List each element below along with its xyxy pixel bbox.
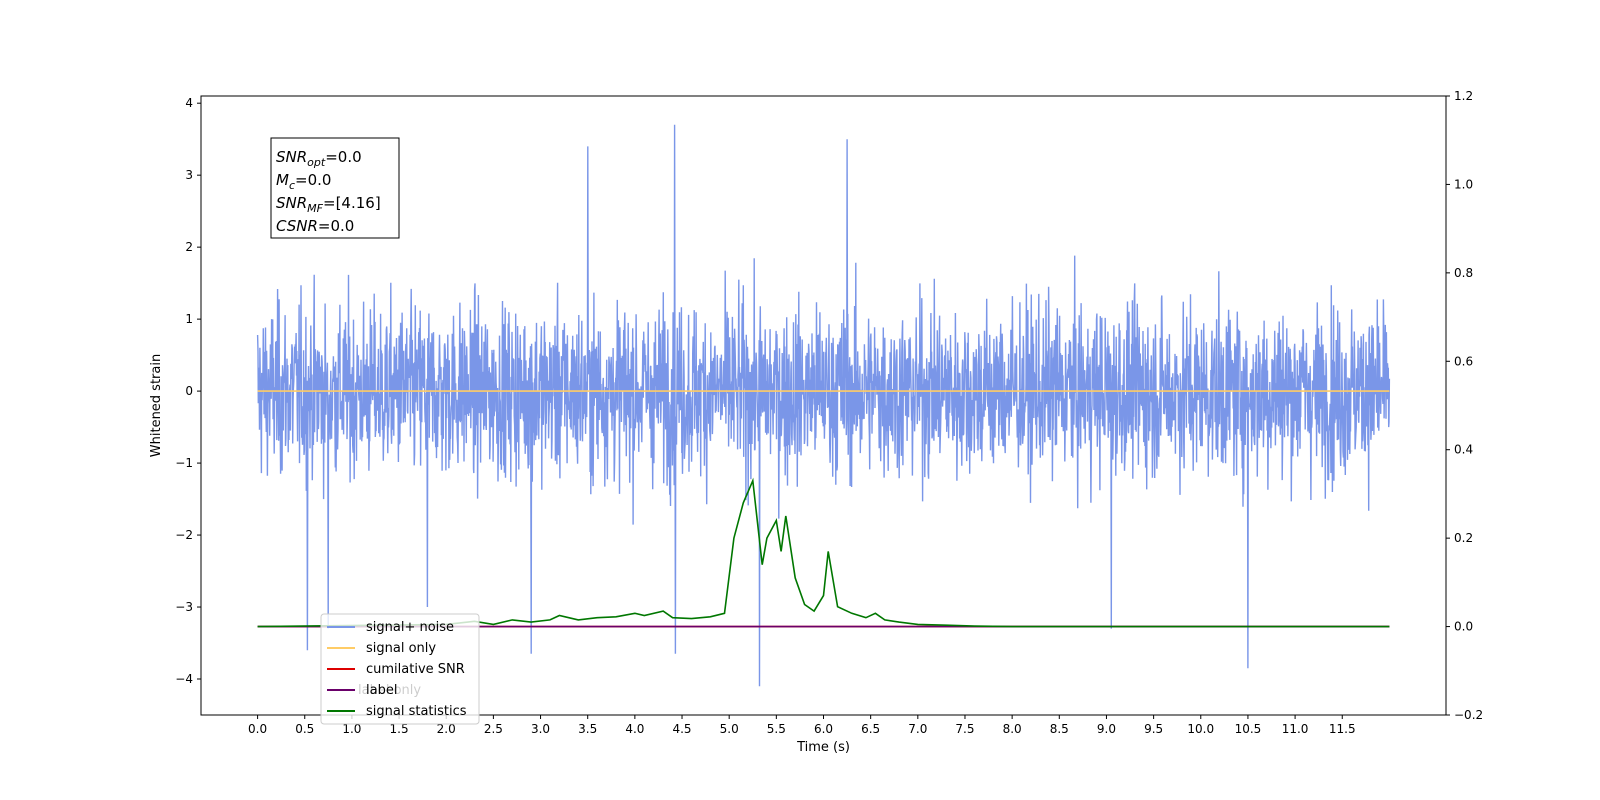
legend-entry: signal+ noise [366, 620, 454, 635]
x-tick-label: 0.0 [248, 722, 267, 736]
x-tick-label: 11.0 [1282, 722, 1309, 736]
x-tick-label: 2.5 [484, 722, 503, 736]
x-tick-label: 10.5 [1235, 722, 1262, 736]
y2-tick-label: 0.4 [1454, 443, 1473, 457]
y2-tick-label: −0.2 [1454, 708, 1483, 722]
x-tick-label: 2.0 [437, 722, 456, 736]
y-tick-label: −1 [175, 456, 193, 470]
annotation-line: Mc=0.0 [276, 171, 331, 192]
y-tick-label: 4 [185, 96, 193, 110]
y-tick-label: −3 [175, 600, 193, 614]
y-tick-label: 3 [185, 168, 193, 182]
legend-entry: cumilative SNR [366, 662, 465, 677]
y2-tick-label: 0.2 [1454, 531, 1473, 545]
x-tick-label: 0.5 [295, 722, 314, 736]
y-axis-ticks: 4 3 2 1 0 −1 −2 −3 −4 [175, 96, 201, 686]
x-tick-label: 6.5 [861, 722, 880, 736]
x-tick-label: 9.0 [1097, 722, 1116, 736]
legend-entry: label [366, 683, 397, 698]
legend-entry: signal only [366, 641, 436, 656]
y2-tick-label: 0.6 [1454, 354, 1473, 368]
series-line-signal-statistics [257, 477, 1390, 628]
x-tick-label: 7.5 [955, 722, 974, 736]
x-tick-label: 5.5 [767, 722, 786, 736]
annotation-line: SNRMF=[4.16] [276, 194, 381, 215]
x-tick-label: 10.0 [1187, 722, 1214, 736]
x-tick-label: 3.0 [531, 722, 550, 736]
y2-axis-ticks: 1.2 1.0 0.8 0.6 0.4 0.2 0.0 −0.2 [1446, 89, 1483, 722]
y2-tick-label: 0.8 [1454, 266, 1473, 280]
x-axis-ticks: 0.0 0.5 1.0 1.5 2.0 2.5 3.0 3.5 4.0 4.5 5.0 5.5 6.0 6… [248, 715, 1356, 736]
x-tick-label: 11.5 [1329, 722, 1356, 736]
x-tick-label: 4.0 [625, 722, 644, 736]
x-tick-label: 8.5 [1050, 722, 1069, 736]
y-tick-label: 1 [185, 312, 193, 326]
legend-entry: signal statistics [366, 704, 467, 719]
x-tick-label: 9.5 [1144, 722, 1163, 736]
y-tick-label: −4 [175, 672, 193, 686]
y2-tick-label: 0.0 [1454, 620, 1473, 634]
x-tick-label: 1.0 [342, 722, 361, 736]
x-tick-label: 4.5 [672, 722, 691, 736]
x-tick-label: 7.0 [908, 722, 927, 736]
noise-series [256, 124, 1391, 687]
y-tick-label: 0 [185, 384, 193, 398]
y2-tick-label: 1.0 [1454, 177, 1473, 191]
x-axis-label: Time (s) [796, 740, 850, 755]
x-tick-label: 6.0 [814, 722, 833, 736]
annotation-line: CSNR=0.0 [276, 217, 354, 235]
x-tick-label: 8.0 [1003, 722, 1022, 736]
annotation-frame [270, 137, 400, 239]
series-line-signal-noise [256, 124, 1391, 687]
x-tick-label: 5.0 [720, 722, 739, 736]
legend-frame [320, 613, 480, 725]
y-tick-label: −2 [175, 528, 193, 542]
x-tick-label: 1.5 [390, 722, 409, 736]
y-axis-label: Whitened strain [149, 354, 164, 457]
x-tick-label: 3.5 [578, 722, 597, 736]
annotation-line: SNRopt=0.0 [276, 148, 362, 169]
y2-tick-label: 1.2 [1454, 89, 1473, 103]
y-tick-label: 2 [185, 240, 193, 254]
